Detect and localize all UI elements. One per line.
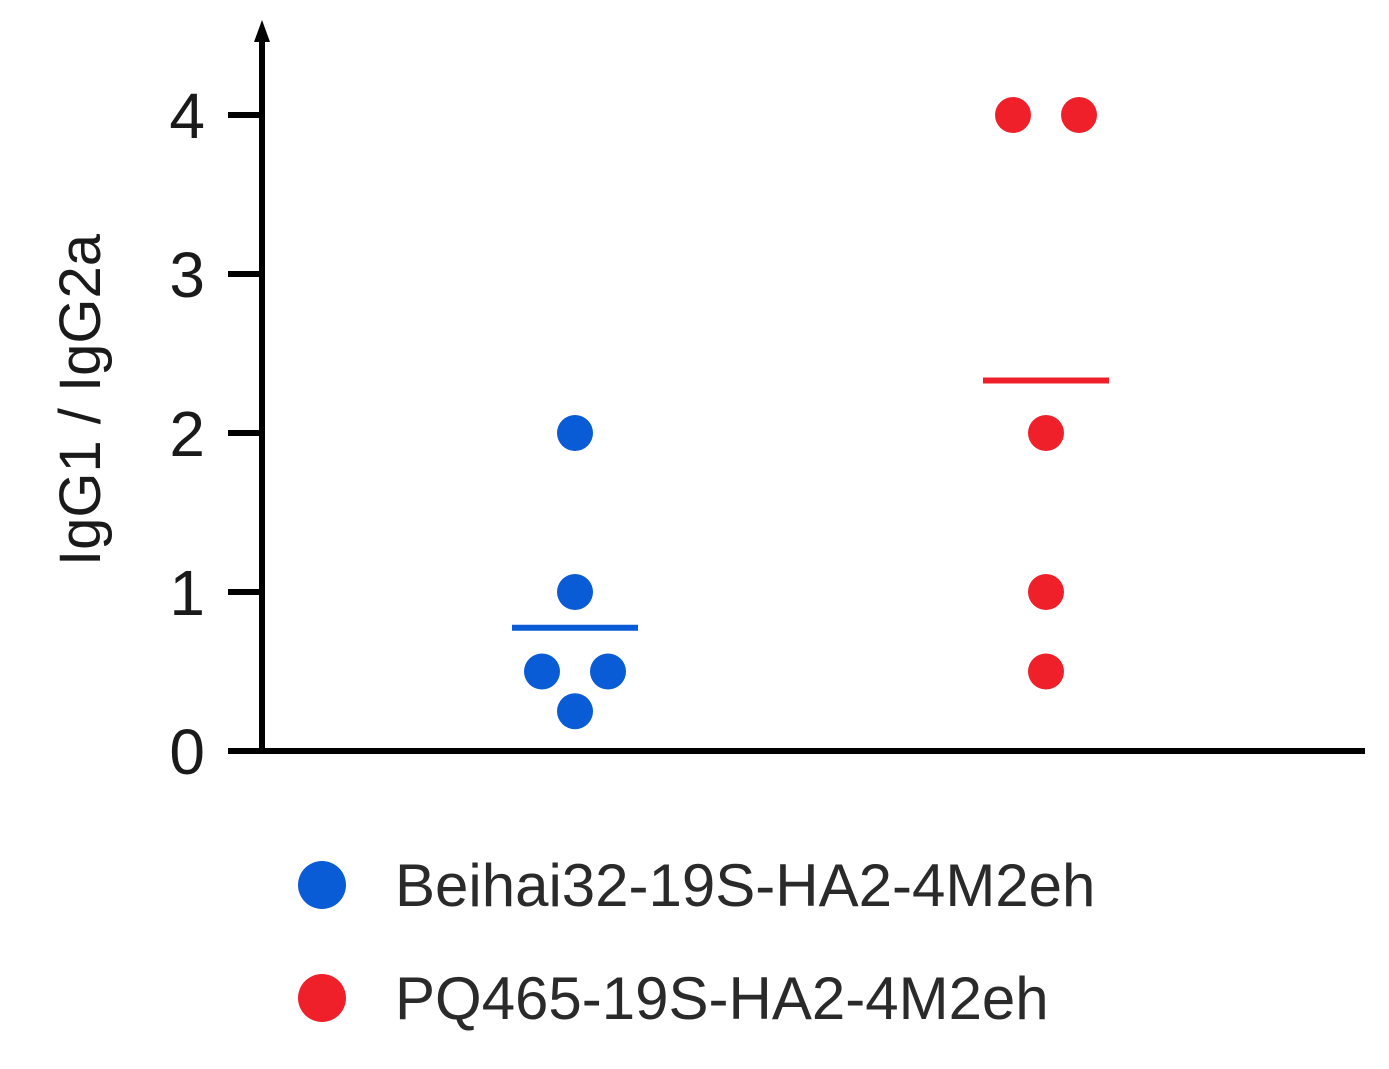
data-point — [557, 415, 593, 451]
y-tick-label: 4 — [169, 80, 205, 152]
data-point — [1028, 653, 1064, 690]
y-axis-arrow — [254, 20, 270, 42]
legend: Beihai32-19S-HA2-4M2eh PQ465-19S-HA2-4M2e… — [298, 852, 1095, 1032]
data-point — [995, 97, 1031, 133]
data-point — [1028, 415, 1064, 451]
legend-marker — [298, 974, 346, 1022]
data-point — [590, 653, 626, 690]
data-marks — [512, 97, 1109, 730]
y-tick-label: 0 — [169, 716, 205, 788]
data-point — [1028, 574, 1064, 610]
y-tick-label: 3 — [169, 239, 205, 311]
data-point — [524, 653, 560, 690]
data-point — [557, 574, 593, 610]
y-ticks: 0 1 2 3 4 — [169, 80, 262, 788]
data-point — [1061, 97, 1097, 133]
y-tick-label: 1 — [169, 557, 205, 629]
legend-label: Beihai32-19S-HA2-4M2eh — [395, 852, 1095, 919]
y-tick-label: 2 — [169, 398, 205, 470]
y-axis-label: IgG1 / IgG2a — [48, 233, 113, 566]
legend-label: PQ465-19S-HA2-4M2eh — [395, 965, 1049, 1032]
legend-marker — [298, 861, 346, 909]
axes — [228, 20, 1365, 754]
data-point — [557, 693, 593, 730]
